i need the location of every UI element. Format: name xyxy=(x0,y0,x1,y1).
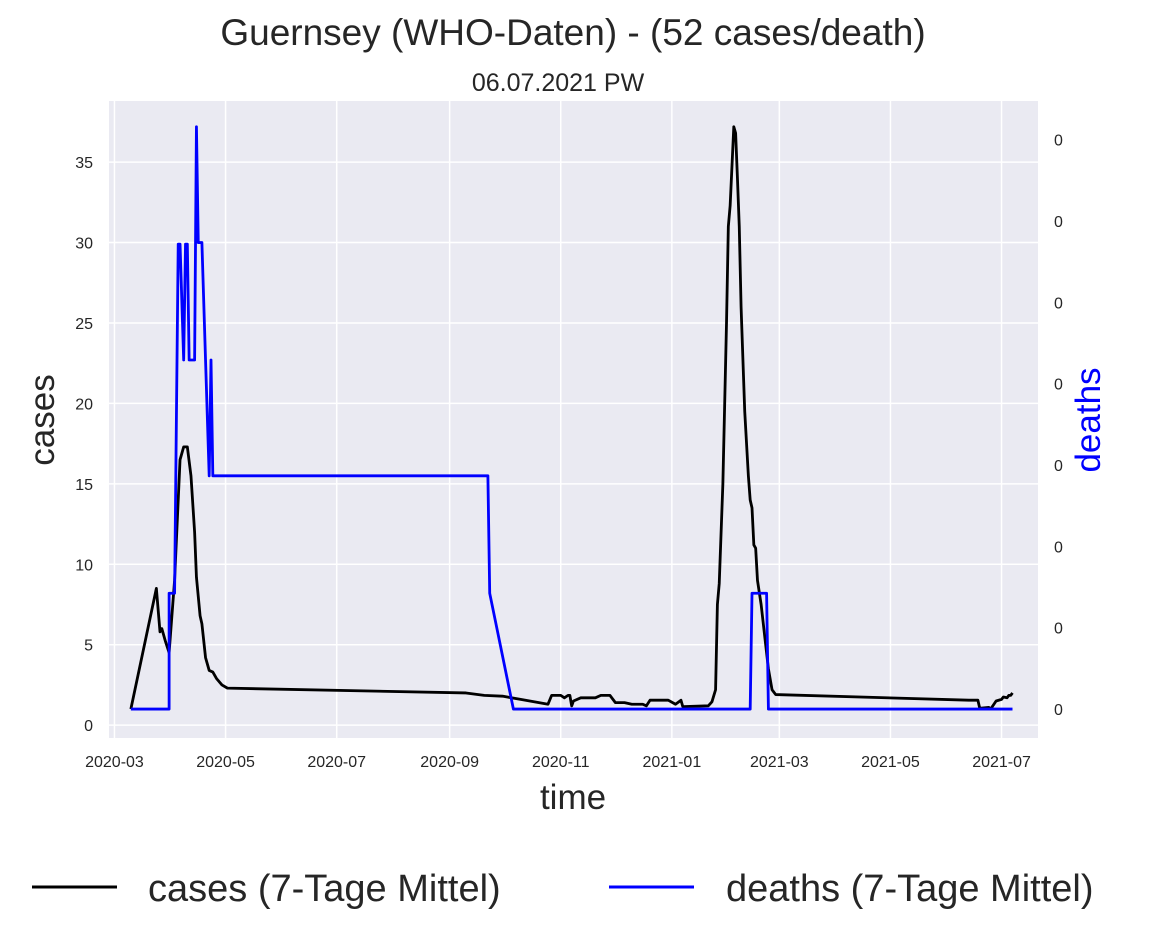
x-tick-label: 2020-03 xyxy=(85,754,144,771)
y2-tick-label: 0 xyxy=(1054,458,1063,475)
y2-tick-label: 0 xyxy=(1054,295,1063,312)
x-axis-label: time xyxy=(540,778,606,817)
y2-tick-label: 0 xyxy=(1054,702,1063,719)
y2-tick-label: 0 xyxy=(1054,377,1063,394)
x-tick-label: 2020-07 xyxy=(307,754,366,771)
y-tick-label: 25 xyxy=(75,316,93,333)
y-tick-label: 0 xyxy=(84,718,93,735)
y2-axis-label: deaths xyxy=(1069,367,1108,472)
x-tick-label: 2020-09 xyxy=(420,754,479,771)
chart-subtitle: 06.07.2021 PW xyxy=(472,69,645,97)
y-tick-label: 30 xyxy=(75,236,93,253)
y-tick-label: 20 xyxy=(75,396,93,413)
y2-tick-layer: 0 0 0 0 0 0 0 0 xyxy=(1054,133,1063,719)
legend-deaths-label: deaths (7-Tage Mittel) xyxy=(726,868,1094,910)
plot-background xyxy=(109,101,1038,738)
legend: cases (7-Tage Mittel) deaths (7-Tage Mit… xyxy=(32,868,1094,910)
y-tick-layer: 0 5 10 15 20 25 30 35 xyxy=(75,155,93,735)
y2-tick-label: 0 xyxy=(1054,214,1063,231)
y2-tick-label: 0 xyxy=(1054,133,1063,150)
x-tick-label: 2021-01 xyxy=(643,754,702,771)
series-layer xyxy=(129,125,1014,711)
y2-tick-label: 0 xyxy=(1054,539,1063,556)
y-tick-label: 5 xyxy=(84,638,93,655)
chart-title: Guernsey (WHO-Daten) - (52 cases/death) xyxy=(220,12,925,53)
y2-tick-label: 0 xyxy=(1054,621,1063,638)
x-tick-label: 2020-05 xyxy=(196,754,255,771)
x-tick-layer: 2020-03 2020-05 2020-07 2020-09 2020-11 2021-… xyxy=(85,754,1031,771)
x-tick-label: 2021-07 xyxy=(972,754,1031,771)
y-tick-label: 15 xyxy=(75,477,93,494)
y-tick-label: 10 xyxy=(75,557,93,574)
x-tick-label: 2020-11 xyxy=(532,754,590,771)
y-tick-label: 35 xyxy=(75,155,93,172)
x-tick-label: 2021-05 xyxy=(861,754,920,771)
x-tick-label: 2021-03 xyxy=(750,754,809,771)
y-axis-label: cases xyxy=(23,374,62,465)
legend-cases-label: cases (7-Tage Mittel) xyxy=(148,868,501,910)
grid-layer xyxy=(109,101,1038,738)
deaths-series-line xyxy=(130,125,1013,711)
